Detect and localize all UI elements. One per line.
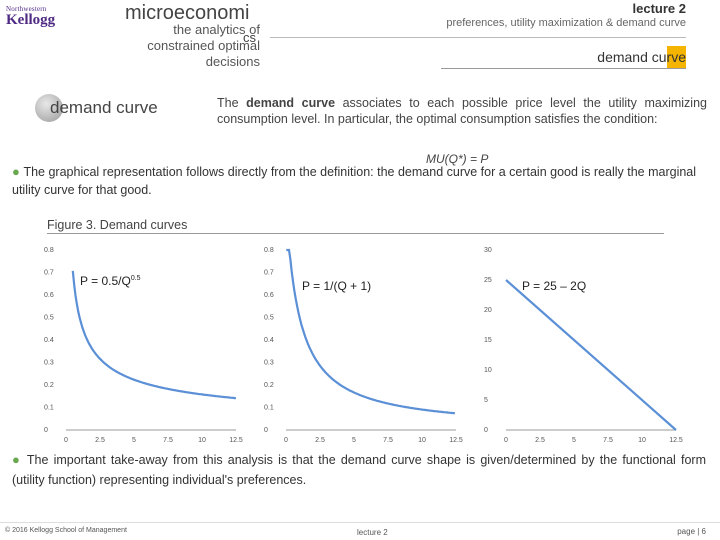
y-tick-label: 0.5: [44, 315, 54, 322]
y-tick-label: 0.3: [44, 360, 54, 367]
y-tick-label: 5: [484, 397, 488, 404]
para-pre: The: [217, 96, 247, 110]
x-tick-label: 5: [572, 437, 576, 444]
chart-1: 0 0.1 0.2 0.3 0.4 0.5 0.6 0.7 0.8 0 2.5 5 7.5 10 12.5 P…: [30, 240, 245, 455]
section-divider: [441, 68, 686, 69]
chart-1-svg: 0 0.1 0.2 0.3 0.4 0.5 0.6 0.7 0.8 0 2.5 5 7.5 10 12.5 P…: [44, 247, 243, 444]
x-tick-label: 12.5: [669, 437, 683, 444]
y-tick-label: 0: [484, 427, 488, 434]
y-tick-label: 0.2: [264, 382, 274, 389]
para-post: associates to each possible price level …: [217, 96, 707, 126]
y-tick-label: 0.4: [264, 337, 274, 344]
bullet1-text: The graphical representation follows dir…: [12, 165, 697, 197]
y-tick-label: 0: [44, 427, 48, 434]
x-tick-label: 5: [132, 437, 136, 444]
x-tick-label: 2.5: [95, 437, 105, 444]
curve-equation-label: P = 0.5/Q0.5: [80, 274, 141, 288]
topic-label: demand curve: [50, 98, 158, 117]
section-title: demand curve: [597, 49, 686, 65]
x-tick-label: 7.5: [163, 437, 173, 444]
bullet-dot-icon: ●: [12, 452, 27, 467]
y-tick-label: 10: [484, 367, 492, 374]
logo-main-text: Kellogg: [6, 12, 56, 28]
bullet-dot-icon: ●: [12, 164, 24, 179]
header-divider: [270, 37, 686, 38]
course-title-suffix: cs: [243, 30, 256, 45]
figure-title: Figure 3. Demand curves: [47, 218, 188, 232]
demand-curve-line: [286, 248, 455, 415]
lecture-subtitle: preferences, utility maximization & dema…: [446, 17, 686, 29]
footer-divider: [0, 522, 720, 523]
y-tick-label: 0.6: [44, 292, 54, 299]
definition-paragraph: The demand curve associates to each poss…: [217, 95, 707, 127]
logo-top-text: Northwestern: [6, 5, 47, 13]
y-tick-label: 0.3: [264, 360, 274, 367]
bullet-badge-icon: [35, 94, 63, 122]
equation-exponent: 0.5: [131, 275, 141, 282]
lecture-label: lecture 2: [632, 1, 686, 16]
y-tick-label: 0: [264, 427, 268, 434]
x-tick-label: 7.5: [383, 437, 393, 444]
chart-2-svg: 0 0.1 0.2 0.3 0.4 0.5 0.6 0.7 0.8 0 2.5 5 7.5 10 12.5 P…: [264, 247, 463, 444]
x-tick-label: 12.5: [449, 437, 463, 444]
x-tick-label: 0: [504, 437, 508, 444]
y-tick-label: 20: [484, 307, 492, 314]
course-subtitle: the analytics of constrained optimal dec…: [147, 22, 260, 69]
footer-page-number: page | 6: [677, 527, 706, 536]
demand-curve-line: [71, 270, 237, 400]
chart-2: 0 0.1 0.2 0.3 0.4 0.5 0.6 0.7 0.8 0 2.5 5 7.5 10 12.5 P…: [250, 240, 465, 455]
curve-equation-label: P = 25 – 2Q: [522, 279, 586, 293]
x-tick-label: 2.5: [315, 437, 325, 444]
x-tick-label: 10: [198, 437, 206, 444]
y-tick-label: 25: [484, 277, 492, 284]
footer-copyright: © 2016 Kellogg School of Management: [5, 527, 127, 534]
chart-3-svg: 0 5 10 15 20 25 30 0 2.5 5 7.5 10 12.5 P = 25 – 2Q: [484, 247, 683, 444]
y-tick-label: 0.8: [44, 247, 54, 254]
y-tick-label: 30: [484, 247, 492, 254]
y-tick-label: 0.5: [264, 315, 274, 322]
x-tick-label: 12.5: [229, 437, 243, 444]
x-tick-label: 0: [284, 437, 288, 444]
x-tick-label: 0: [64, 437, 68, 444]
x-tick-label: 7.5: [603, 437, 613, 444]
bullet2-text: The important take-away from this analys…: [12, 453, 706, 487]
bullet-graphical-representation: ● The graphical representation follows d…: [12, 163, 712, 199]
chart-3: 0 5 10 15 20 25 30 0 2.5 5 7.5 10 12.5 P = 25 – 2Q: [470, 240, 685, 455]
y-tick-label: 0.4: [44, 337, 54, 344]
section-accent-marker: [667, 46, 686, 68]
bullet-takeaway: ● The important take-away from this anal…: [12, 450, 706, 490]
y-tick-label: 0.8: [264, 247, 274, 254]
kellogg-logo: Northwestern Kellogg: [6, 5, 84, 33]
para-bold-term: demand curve: [246, 96, 336, 110]
y-tick-label: 15: [484, 337, 492, 344]
footer-lecture: lecture 2: [357, 528, 388, 537]
y-tick-label: 0.7: [264, 270, 274, 277]
x-tick-label: 5: [352, 437, 356, 444]
curve-equation-label: P = 1/(Q + 1): [302, 279, 371, 293]
course-title: microeconomi: [125, 2, 250, 24]
y-tick-label: 0.1: [264, 405, 274, 412]
figure-divider: [47, 233, 664, 234]
optimality-condition: MU(Q*) = P: [426, 152, 489, 166]
y-tick-label: 0.6: [264, 292, 274, 299]
demand-curve-line: [505, 279, 677, 431]
y-tick-label: 0.7: [44, 270, 54, 277]
x-tick-label: 2.5: [535, 437, 545, 444]
y-tick-label: 0.2: [44, 382, 54, 389]
y-tick-label: 0.1: [44, 405, 54, 412]
x-tick-label: 10: [638, 437, 646, 444]
x-tick-label: 10: [418, 437, 426, 444]
